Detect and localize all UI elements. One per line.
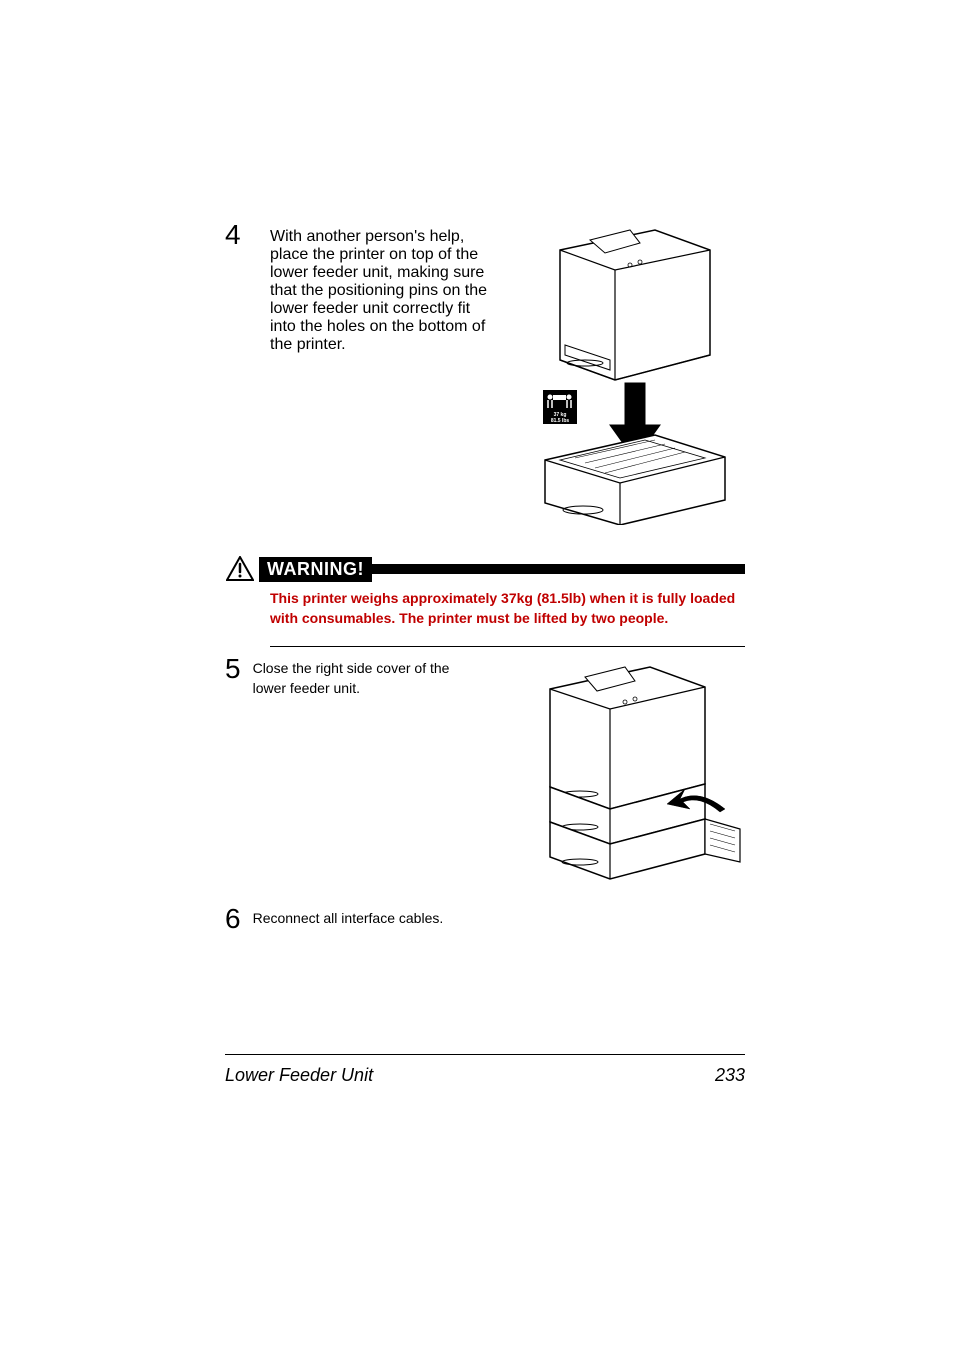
footer-section-title: Lower Feeder Unit xyxy=(225,1065,373,1086)
warning-bar-fill xyxy=(369,564,745,574)
divider-line xyxy=(270,646,745,647)
step-5: 5 Close the right side cover of the lowe… xyxy=(225,659,745,889)
page-content: 4 With another person's help, place the … xyxy=(225,225,745,953)
warning-bar: WARNING! xyxy=(225,555,745,583)
warning-text: This printer weighs approximately 37kg (… xyxy=(270,589,745,628)
step-4-text: With another person's help, place the pr… xyxy=(270,228,500,354)
warning-triangle-icon xyxy=(225,555,255,583)
step-5-text: Close the right side cover of the lower … xyxy=(253,659,473,698)
step-5-number: 5 xyxy=(225,655,241,683)
warning-label: WARNING! xyxy=(259,557,372,582)
step-6: 6 Reconnect all interface cables. xyxy=(225,909,745,933)
footer-page-number: 233 xyxy=(715,1065,745,1086)
step-6-text: Reconnect all interface cables. xyxy=(253,909,745,929)
step-4-number: 4 xyxy=(225,221,241,249)
step-6-number: 6 xyxy=(225,905,241,933)
printer-on-feeder-illustration: 37 kg 81.5 lbs xyxy=(525,225,745,525)
warning-section: WARNING! This printer weighs approximate… xyxy=(225,555,745,628)
weight-lbs-label: 81.5 lbs xyxy=(551,418,570,424)
step-5-illustration xyxy=(473,659,745,889)
step-4: 4 With another person's help, place the … xyxy=(225,225,745,525)
close-cover-illustration xyxy=(525,659,745,889)
page-footer: Lower Feeder Unit 233 xyxy=(225,1054,745,1086)
